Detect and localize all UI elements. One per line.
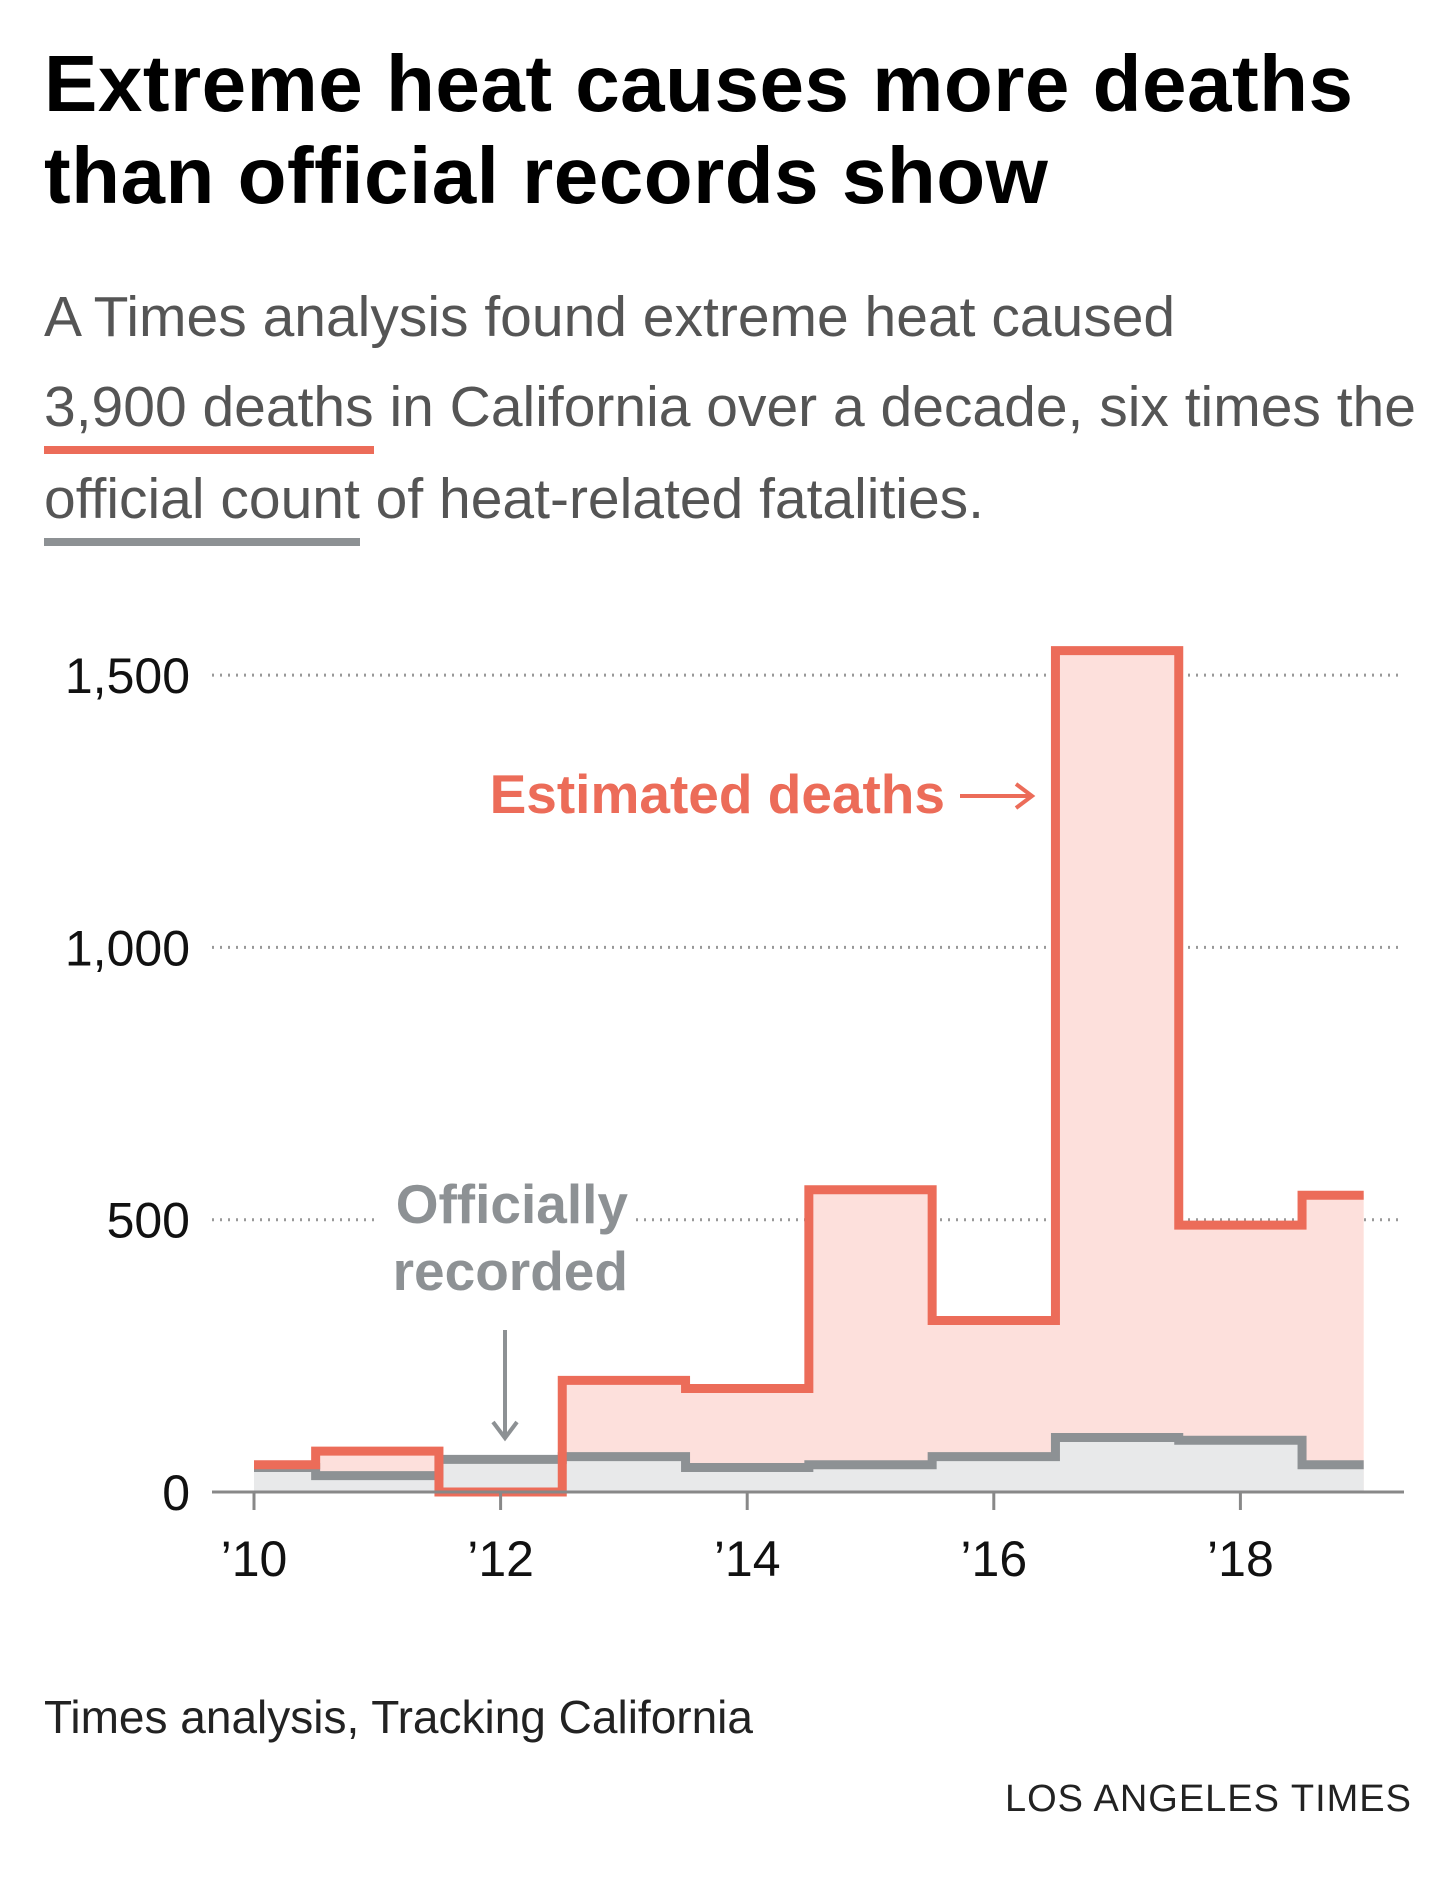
y-tick-label-1000: 1,000 — [65, 920, 190, 976]
chart-title: Extreme heat causes more deaths than off… — [44, 39, 1354, 220]
subtitle-text-1: A Times analysis found extreme heat caus… — [44, 285, 1176, 349]
subtitle-text-3: of heat-related fatalities. — [359, 467, 985, 531]
estimated-area — [254, 650, 1364, 1492]
officially-recorded-label-line1: Officially — [396, 1173, 629, 1235]
annotations: Estimated deaths Officially recorded — [374, 763, 1036, 1442]
estimated-line — [254, 646, 1364, 1497]
officially-recorded-label-line2: recorded — [393, 1240, 628, 1302]
arrow-down-icon — [491, 1330, 519, 1442]
subtitle-highlight-official: official count — [44, 460, 360, 546]
axes: 0 500 1,000 1,500 ’10 ’12 ’14 ’16 ’18 — [65, 648, 1404, 1587]
gridlines — [212, 673, 1404, 1222]
estimated-deaths-label: Estimated deaths — [490, 763, 945, 825]
chart-subtitle: A Times analysis found extreme heat caus… — [44, 272, 1424, 546]
y-tick-label-0: 0 — [162, 1465, 190, 1521]
x-tick-label-2016: ’16 — [960, 1531, 1027, 1587]
source-note: Times analysis, Tracking California — [44, 1691, 753, 1743]
series-lines — [254, 646, 1364, 1497]
y-tick-label-1500: 1,500 — [65, 648, 190, 704]
x-tick-label-2012: ’12 — [467, 1531, 534, 1587]
publisher-credit: LOS ANGELES TIMES — [1004, 1778, 1412, 1820]
x-tick-label-2014: ’14 — [714, 1531, 781, 1587]
arrow-right-icon — [960, 782, 1036, 810]
heat-deaths-chart: 0 500 1,000 1,500 ’10 ’12 ’14 ’16 ’18 Estimated … — [65, 646, 1404, 1587]
y-tick-label-500: 500 — [107, 1193, 190, 1249]
x-tick-label-2010: ’10 — [221, 1531, 288, 1587]
subtitle-text-2: in California over a decade, six times t… — [373, 375, 1416, 439]
official-label-backdrop — [374, 1168, 632, 1298]
subtitle-highlight-estimated: 3,900 deaths — [44, 368, 374, 454]
x-tick-label-2018: ’18 — [1207, 1531, 1274, 1587]
